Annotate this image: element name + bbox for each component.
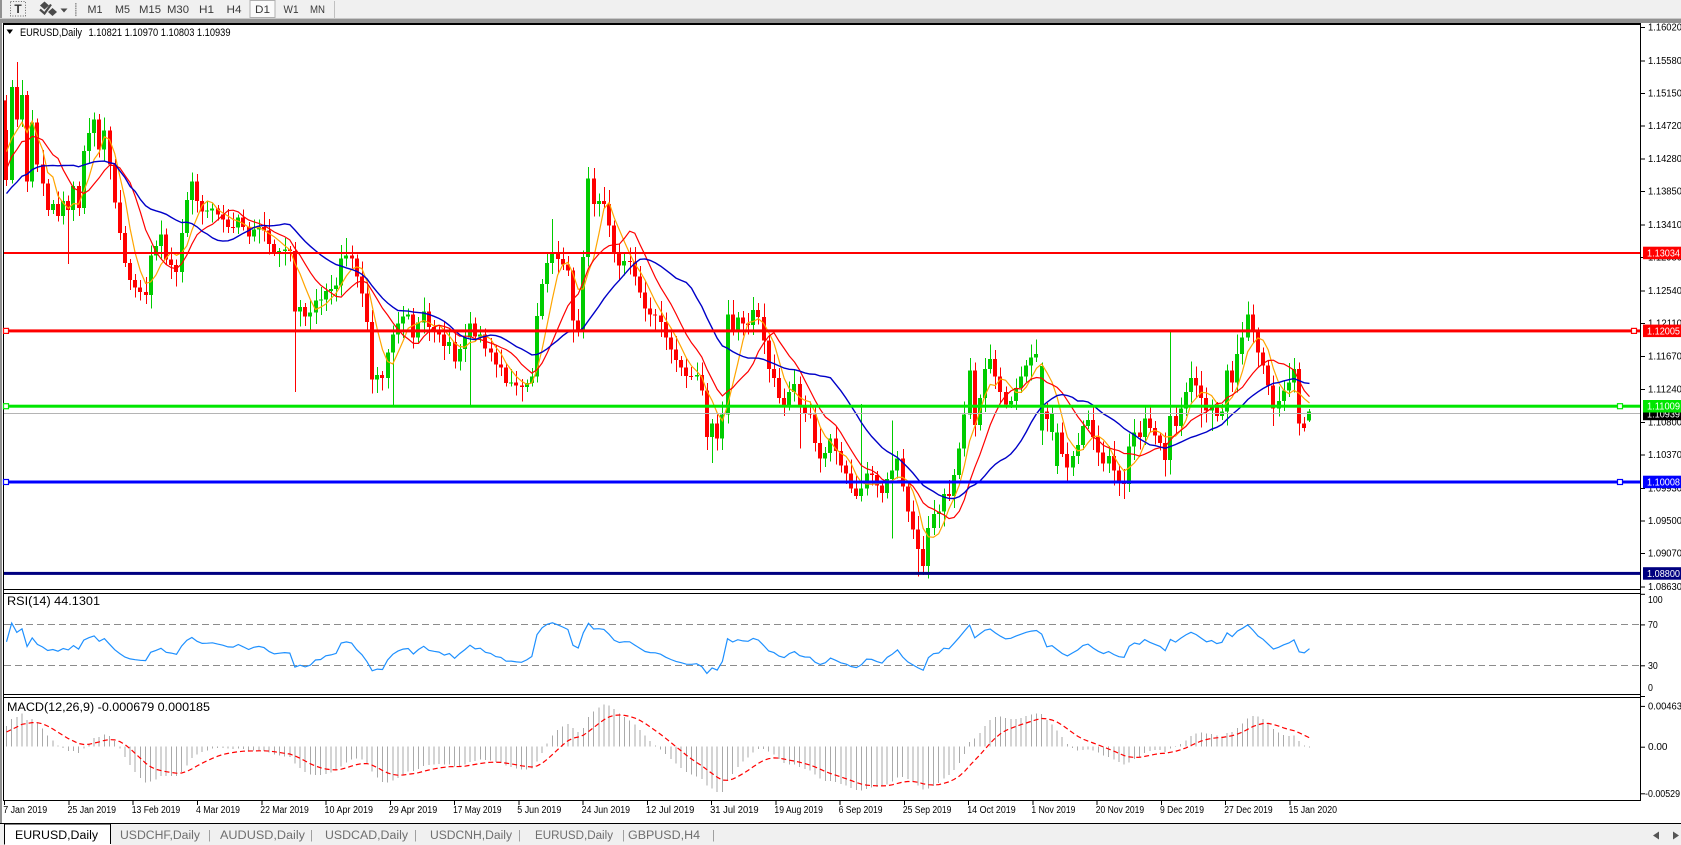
svg-text:12 Jul 2019: 12 Jul 2019 [646,805,695,816]
svg-text:|: | [518,830,521,842]
svg-text:6 Sep 2019: 6 Sep 2019 [839,805,883,816]
svg-text:5 Jun 2019: 5 Jun 2019 [517,805,561,816]
svg-text:EURUSD,Daily: EURUSD,Daily [535,830,613,842]
svg-text:1.10800: 1.10800 [1648,418,1681,429]
svg-text:1.10008: 1.10008 [1647,478,1680,489]
svg-text:29 Apr 2019: 29 Apr 2019 [389,805,438,816]
svg-text:M5: M5 [115,4,130,16]
svg-text:100: 100 [1648,595,1663,606]
svg-text:1.10370: 1.10370 [1648,450,1681,461]
svg-text:MACD(12,26,9) -0.000679 0.0001: MACD(12,26,9) -0.000679 0.000185 [7,702,210,714]
svg-text:1.14280: 1.14280 [1648,154,1681,165]
svg-text:1.14720: 1.14720 [1648,121,1681,132]
svg-text:1.11240: 1.11240 [1648,384,1681,395]
svg-text:4 Mar 2019: 4 Mar 2019 [196,805,240,816]
svg-text:1.16020: 1.16020 [1648,23,1681,34]
svg-text:9 Dec 2019: 9 Dec 2019 [1160,805,1204,816]
svg-text:M1: M1 [88,4,103,16]
svg-text:0.00: 0.00 [1648,742,1668,753]
svg-text:1.09500: 1.09500 [1648,516,1681,527]
svg-text:30: 30 [1648,661,1658,672]
svg-text:1.13034: 1.13034 [1647,249,1680,260]
svg-text:1.10939: 1.10939 [1647,409,1680,420]
svg-text:13 Feb 2019: 13 Feb 2019 [132,805,181,816]
svg-text:H4: H4 [227,4,242,16]
svg-text:1.13410: 1.13410 [1648,220,1681,231]
svg-text:24 Jun 2019: 24 Jun 2019 [582,805,631,816]
svg-text:M15: M15 [139,4,161,16]
svg-text:1.13850: 1.13850 [1648,187,1681,198]
svg-text:USDCNH,Daily: USDCNH,Daily [430,830,512,842]
svg-text:1.15150: 1.15150 [1648,88,1681,99]
svg-text:17 May 2019: 17 May 2019 [453,805,502,816]
svg-text:MN: MN [310,4,325,16]
svg-text:22 Mar 2019: 22 Mar 2019 [260,805,309,816]
svg-text:1.09070: 1.09070 [1648,549,1681,560]
svg-text:|: | [310,830,313,842]
svg-text:7 Jan 2019: 7 Jan 2019 [3,805,47,816]
svg-text:T: T [14,2,22,16]
svg-text:1.08630: 1.08630 [1648,582,1681,593]
svg-text:1.09930: 1.09930 [1648,483,1681,494]
svg-text:AUDUSD,Daily: AUDUSD,Daily [220,830,305,842]
svg-text:H1: H1 [199,4,214,16]
svg-text:GBPUSD,H4: GBPUSD,H4 [628,830,701,842]
svg-text:0.00463: 0.00463 [1648,701,1681,712]
svg-text:1 Nov 2019: 1 Nov 2019 [1031,805,1075,816]
svg-text:25 Jan 2019: 25 Jan 2019 [68,805,117,816]
svg-text:EURUSD,Daily: EURUSD,Daily [15,830,98,842]
svg-text:1.11009: 1.11009 [1647,402,1680,413]
svg-text:1.10821 1.10970 1.10803 1.1093: 1.10821 1.10970 1.10803 1.10939 [89,27,231,39]
svg-text:|: | [414,830,417,842]
svg-text:0: 0 [1648,683,1653,694]
svg-text:W1: W1 [284,4,299,16]
svg-text:USDCHF,Daily: USDCHF,Daily [120,830,200,842]
svg-text:1.15580: 1.15580 [1648,56,1681,67]
svg-text:1.12005: 1.12005 [1647,326,1680,337]
svg-text:D1: D1 [255,4,270,16]
svg-text:31 Jul 2019: 31 Jul 2019 [710,805,759,816]
svg-text:20 Nov 2019: 20 Nov 2019 [1096,805,1145,816]
svg-text:1.08800: 1.08800 [1647,569,1680,580]
svg-text:19 Aug 2019: 19 Aug 2019 [774,805,823,816]
svg-text:M30: M30 [167,4,189,16]
svg-text:14 Oct 2019: 14 Oct 2019 [967,805,1016,816]
svg-text:1.12110: 1.12110 [1648,318,1681,329]
svg-text:1.12540: 1.12540 [1648,286,1681,297]
svg-text:|: | [622,830,625,842]
svg-text:|: | [712,830,715,842]
svg-text:15 Jan 2020: 15 Jan 2020 [1289,805,1338,816]
svg-text:10 Apr 2019: 10 Apr 2019 [325,805,374,816]
svg-text:|: | [208,830,211,842]
svg-text:EURUSD,Daily: EURUSD,Daily [20,27,82,39]
svg-text:27 Dec 2019: 27 Dec 2019 [1224,805,1273,816]
svg-text:-0.00529: -0.00529 [1645,789,1680,800]
svg-text:1.11670: 1.11670 [1648,352,1681,363]
svg-text:USDCAD,Daily: USDCAD,Daily [325,830,408,842]
svg-text:25 Sep 2019: 25 Sep 2019 [903,805,952,816]
svg-text:70: 70 [1648,620,1658,631]
svg-text:RSI(14) 44.1301: RSI(14) 44.1301 [7,596,100,608]
